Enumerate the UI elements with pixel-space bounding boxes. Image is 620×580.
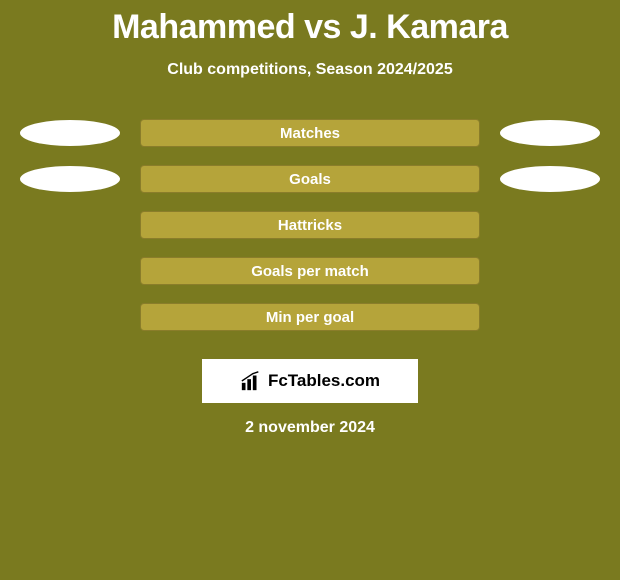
subtitle: Club competitions, Season 2024/2025 bbox=[167, 61, 452, 79]
stat-row: Min per goal bbox=[20, 303, 600, 331]
stat-row: Matches bbox=[20, 119, 600, 147]
right-value-ellipse bbox=[500, 166, 600, 192]
right-placeholder bbox=[500, 304, 600, 330]
stat-row: Goals bbox=[20, 165, 600, 193]
stat-row: Hattricks bbox=[20, 211, 600, 239]
stat-bar: Goals per match bbox=[140, 257, 480, 285]
stat-bar: Hattricks bbox=[140, 211, 480, 239]
left-placeholder bbox=[20, 212, 120, 238]
stat-label: Matches bbox=[280, 125, 340, 142]
logo-content: FcTables.com bbox=[240, 370, 380, 392]
stat-bar: Goals bbox=[140, 165, 480, 193]
stat-label: Hattricks bbox=[278, 217, 342, 234]
chart-icon bbox=[240, 370, 262, 392]
stat-bar: Min per goal bbox=[140, 303, 480, 331]
stat-label: Min per goal bbox=[266, 309, 354, 326]
left-value-ellipse bbox=[20, 120, 120, 146]
date-text: 2 november 2024 bbox=[245, 419, 375, 437]
logo-box: FcTables.com bbox=[202, 359, 418, 403]
left-placeholder bbox=[20, 304, 120, 330]
stat-bar: Matches bbox=[140, 119, 480, 147]
page-title: Mahammed vs J. Kamara bbox=[112, 8, 508, 47]
stat-label: Goals per match bbox=[251, 263, 369, 280]
logo-text: FcTables.com bbox=[268, 371, 380, 391]
left-placeholder bbox=[20, 258, 120, 284]
comparison-infographic: Mahammed vs J. Kamara Club competitions,… bbox=[0, 0, 620, 580]
stats-container: Matches Goals Hattricks Goals per match Min … bbox=[20, 119, 600, 349]
right-placeholder bbox=[500, 212, 600, 238]
right-value-ellipse bbox=[500, 120, 600, 146]
stat-label: Goals bbox=[289, 171, 331, 188]
left-value-ellipse bbox=[20, 166, 120, 192]
stat-row: Goals per match bbox=[20, 257, 600, 285]
right-placeholder bbox=[500, 258, 600, 284]
